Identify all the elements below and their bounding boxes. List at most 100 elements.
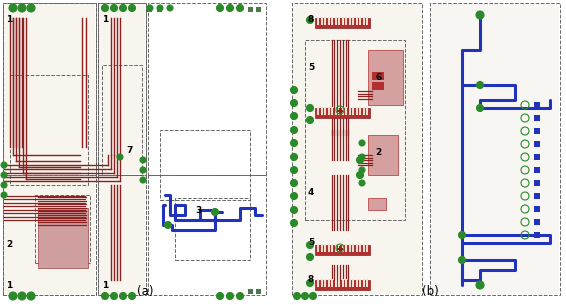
Bar xyxy=(341,279,344,287)
Circle shape xyxy=(128,292,135,300)
Bar xyxy=(338,244,340,252)
Circle shape xyxy=(359,180,365,186)
Circle shape xyxy=(307,279,314,286)
Circle shape xyxy=(476,11,484,19)
Bar xyxy=(534,128,540,134)
Bar xyxy=(320,17,323,25)
Bar xyxy=(349,244,350,252)
Bar xyxy=(3,3,96,175)
Bar xyxy=(341,244,344,252)
Bar xyxy=(338,279,340,287)
Circle shape xyxy=(140,177,146,183)
Bar xyxy=(362,17,365,25)
Circle shape xyxy=(290,180,298,186)
Bar xyxy=(317,17,319,25)
Circle shape xyxy=(110,292,118,300)
Bar xyxy=(366,17,368,25)
Bar xyxy=(368,50,403,105)
Bar xyxy=(341,17,344,25)
Circle shape xyxy=(128,5,135,12)
Bar xyxy=(98,3,146,175)
Bar xyxy=(256,289,261,294)
Bar xyxy=(315,18,370,28)
Bar xyxy=(331,244,333,252)
Bar xyxy=(345,244,347,252)
Bar xyxy=(10,75,88,185)
Circle shape xyxy=(165,221,171,228)
Circle shape xyxy=(290,87,298,94)
Text: 6: 6 xyxy=(375,73,381,82)
Circle shape xyxy=(307,242,314,249)
Bar xyxy=(352,244,354,252)
Bar xyxy=(338,17,340,25)
Text: 8: 8 xyxy=(308,275,314,284)
Circle shape xyxy=(212,209,218,216)
Bar xyxy=(345,279,347,287)
Bar xyxy=(320,244,323,252)
Bar xyxy=(4,4,95,174)
Bar xyxy=(345,17,347,25)
Bar xyxy=(317,244,319,252)
Circle shape xyxy=(119,292,126,300)
Bar xyxy=(328,17,329,25)
Bar xyxy=(355,107,358,115)
Text: (b): (b) xyxy=(422,285,439,298)
Circle shape xyxy=(290,99,298,106)
Circle shape xyxy=(307,253,314,260)
Circle shape xyxy=(27,292,35,300)
Text: 5: 5 xyxy=(308,238,314,247)
Circle shape xyxy=(226,5,234,12)
Bar xyxy=(35,195,90,263)
Text: 7: 7 xyxy=(126,146,132,155)
Text: 5: 5 xyxy=(308,63,314,72)
Bar xyxy=(324,279,326,287)
Bar xyxy=(372,82,384,90)
Bar xyxy=(248,7,253,12)
Bar xyxy=(148,3,266,175)
Bar xyxy=(534,115,540,121)
Bar xyxy=(534,141,540,147)
Bar xyxy=(293,4,421,294)
Bar xyxy=(359,244,361,252)
Bar xyxy=(99,176,145,294)
Circle shape xyxy=(359,154,365,160)
Circle shape xyxy=(477,81,483,88)
Text: 1: 1 xyxy=(102,281,108,290)
Circle shape xyxy=(290,113,298,120)
Bar xyxy=(355,279,358,287)
Circle shape xyxy=(1,182,7,188)
Circle shape xyxy=(307,117,314,124)
Bar xyxy=(430,3,560,295)
Bar xyxy=(256,7,261,12)
Text: 2: 2 xyxy=(6,240,12,249)
Bar xyxy=(534,193,540,199)
Circle shape xyxy=(27,4,35,12)
Circle shape xyxy=(307,16,314,23)
Bar xyxy=(320,279,323,287)
Text: 1: 1 xyxy=(6,281,12,290)
Circle shape xyxy=(237,292,243,300)
Bar xyxy=(148,175,266,295)
Bar xyxy=(4,175,95,294)
Bar xyxy=(341,107,344,115)
Circle shape xyxy=(357,171,363,178)
Bar xyxy=(352,107,354,115)
Circle shape xyxy=(290,192,298,199)
Circle shape xyxy=(9,292,17,300)
Circle shape xyxy=(290,206,298,214)
Circle shape xyxy=(217,5,224,12)
Bar xyxy=(315,280,370,290)
Bar xyxy=(328,244,329,252)
Bar xyxy=(366,279,368,287)
Bar xyxy=(349,107,350,115)
Circle shape xyxy=(307,105,314,112)
Bar xyxy=(534,206,540,212)
Bar xyxy=(160,130,250,200)
Circle shape xyxy=(237,5,243,12)
Bar xyxy=(359,279,361,287)
Bar xyxy=(338,107,340,115)
Bar xyxy=(339,246,341,252)
Bar xyxy=(175,198,250,260)
Circle shape xyxy=(140,167,146,173)
Bar xyxy=(368,135,398,175)
